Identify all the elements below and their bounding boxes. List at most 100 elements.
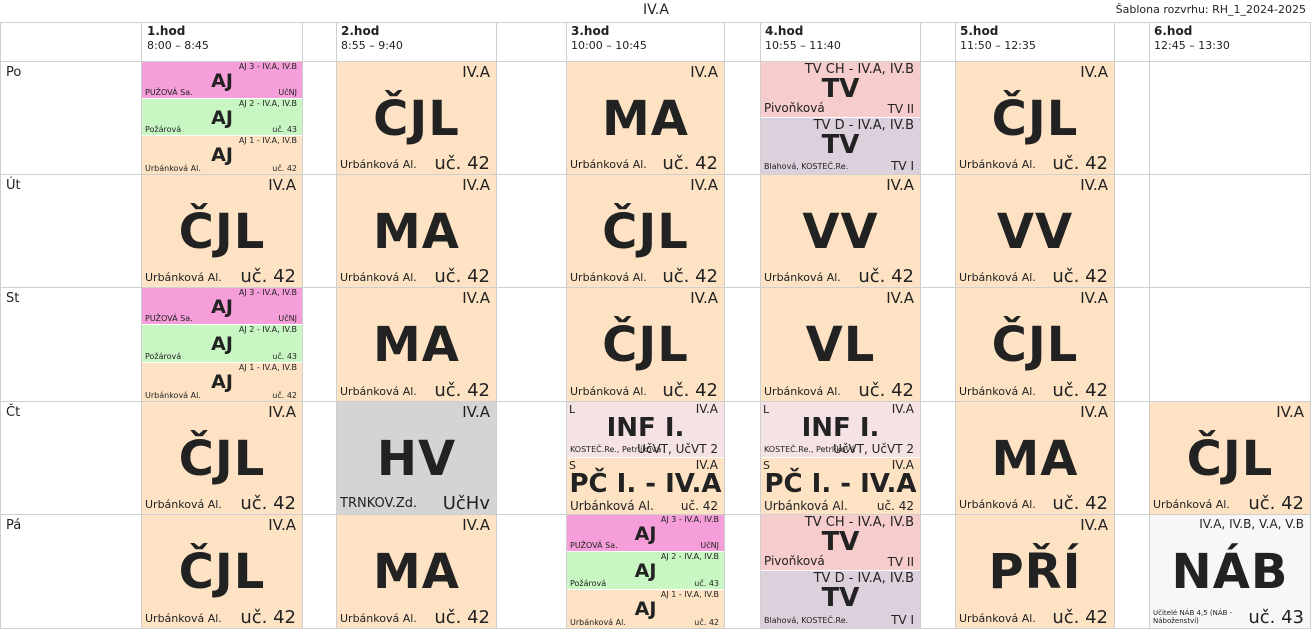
lesson-subject: PČ I. - IV.A	[569, 469, 722, 499]
group-lesson[interactable]: AJ 3 - IV.A, IV.B AJ PUŽOVÁ Sa. UčNJ	[567, 515, 724, 552]
lesson-subject: AJ	[634, 523, 657, 545]
lesson-group: AJ 3 - IV.A, IV.B	[660, 515, 719, 524]
lesson-class: IV.A	[695, 402, 718, 416]
lesson[interactable]: IV.A ČJL Urbánková Al. uč. 42	[142, 402, 302, 514]
grid-line	[760, 22, 761, 629]
lesson-teacher: Pivoňková	[764, 554, 825, 568]
lesson-cell[interactable]: IV.A MA Urbánková Al. uč. 42	[337, 288, 496, 401]
lesson-cell[interactable]: TV CH - IV.A, IV.B TV Pivoňková TV II TV…	[761, 515, 920, 628]
lesson-cell[interactable]: IV.A MA Urbánková Al. uč. 42	[337, 515, 496, 628]
lesson-cell[interactable]: L IV.A INF I. KOSTEČ.Re., Petrlíková UčV…	[761, 402, 920, 514]
lesson-cell[interactable]: IV.A HV TRNKOV.Zd. UčHv	[337, 402, 496, 514]
group-lesson[interactable]: AJ 3 - IV.A, IV.B AJ PUŽOVÁ Sa. UčNJ	[142, 288, 302, 325]
lesson[interactable]: IV.A MA Urbánková Al. uč. 42	[337, 175, 496, 287]
group-lesson[interactable]: AJ 1 - IV.A, IV.B AJ Urbánková Al. uč. 4…	[567, 590, 724, 628]
group-lesson[interactable]: AJ 1 - IV.A, IV.B AJ Urbánková Al. uč. 4…	[142, 136, 302, 174]
group-lesson[interactable]: TV D - IV.A, IV.B TV Blahová, KOSTEČ.Re.…	[761, 118, 920, 174]
lesson-teacher: Požárová	[145, 125, 182, 134]
lesson-cell[interactable]: L IV.A INF I. KOSTEČ.Re., Petrlíková UčV…	[567, 402, 724, 514]
group-lesson[interactable]: TV D - IV.A, IV.B TV Blahová, KOSTEČ.Re.…	[761, 571, 920, 628]
lesson[interactable]: IV.A ČJL Urbánková Al. uč. 42	[956, 62, 1114, 174]
lesson[interactable]: IV.A ČJL Urbánková Al. uč. 42	[142, 515, 302, 628]
lesson-cell[interactable]: IV.A MA Urbánková Al. uč. 42	[337, 175, 496, 287]
lesson-cell[interactable]: IV.A ČJL Urbánková Al. uč. 42	[142, 515, 302, 628]
lesson-teacher: Urbánková Al.	[145, 391, 201, 400]
lesson[interactable]: IV.A VV Urbánková Al. uč. 42	[761, 175, 920, 287]
lesson-group: AJ 1 - IV.A, IV.B	[238, 363, 297, 372]
group-lesson[interactable]: AJ 2 - IV.A, IV.B AJ Požárová uč. 43	[142, 99, 302, 136]
lesson-cell[interactable]: IV.A ČJL Urbánková Al. uč. 42	[567, 175, 724, 287]
lesson-cell[interactable]: AJ 3 - IV.A, IV.B AJ PUŽOVÁ Sa. UčNJ AJ …	[567, 515, 724, 628]
group-lesson[interactable]: AJ 3 - IV.A, IV.B AJ PUŽOVÁ Sa. UčNJ	[142, 62, 302, 99]
period-time: 8:55 – 9:40	[341, 39, 403, 52]
lesson-cell[interactable]: IV.A ČJL Urbánková Al. uč. 42	[142, 175, 302, 287]
lesson-class: IV.A	[886, 176, 914, 194]
grid-line	[1114, 22, 1115, 629]
lesson-cell[interactable]: IV.A ČJL Urbánková Al. uč. 42	[1150, 402, 1310, 514]
alternating-lesson[interactable]: L IV.A INF I. KOSTEČ.Re., Petrlíková UčV…	[761, 402, 920, 458]
lesson-cell[interactable]: IV.A, IV.B, V.A, V.B NÁB Učitelé NÁB 4,5…	[1150, 515, 1310, 628]
lesson-teacher: Urbánková Al.	[340, 158, 417, 171]
lesson-cell[interactable]: IV.A MA Urbánková Al. uč. 42	[956, 402, 1114, 514]
lesson-cell[interactable]: AJ 3 - IV.A, IV.B AJ PUŽOVÁ Sa. UčNJ AJ …	[142, 288, 302, 401]
lesson-teacher: KOSTEČ.Re., Petrlíková	[764, 445, 856, 454]
lesson[interactable]: IV.A ČJL Urbánková Al. uč. 42	[1150, 402, 1310, 514]
group-lesson[interactable]: AJ 2 - IV.A, IV.B AJ Požárová uč. 43	[567, 552, 724, 590]
lesson-cell[interactable]: IV.A PŘÍ Urbánková Al. uč. 42	[956, 515, 1114, 628]
lesson-cell[interactable]: IV.A VL Urbánková Al. uč. 42	[761, 288, 920, 401]
lesson[interactable]: IV.A ČJL Urbánková Al. uč. 42	[567, 288, 724, 401]
lesson-room: uč. 42	[434, 266, 490, 287]
lesson-group: AJ 2 - IV.A, IV.B	[238, 99, 297, 108]
lesson[interactable]: IV.A ČJL Urbánková Al. uč. 42	[956, 288, 1114, 401]
lesson-cell[interactable]: IV.A ČJL Urbánková Al. uč. 42	[142, 402, 302, 514]
lesson-class: IV.A	[1080, 176, 1108, 194]
lesson-subject: TV	[821, 527, 860, 557]
alternating-lesson[interactable]: S IV.A PČ I. - IV.A Urbánková Al. uč. 42	[567, 458, 724, 514]
alternating-lesson[interactable]: S IV.A PČ I. - IV.A Urbánková Al. uč. 42	[761, 458, 920, 514]
day-label: Čt	[6, 405, 21, 420]
lesson[interactable]: IV.A MA Urbánková Al. uč. 42	[567, 62, 724, 174]
period-time: 10:55 – 11:40	[765, 39, 841, 52]
lesson[interactable]: IV.A PŘÍ Urbánková Al. uč. 42	[956, 515, 1114, 628]
lesson-cell[interactable]: IV.A MA Urbánková Al. uč. 42	[567, 62, 724, 174]
lesson-cell[interactable]: IV.A ČJL Urbánková Al. uč. 42	[956, 62, 1114, 174]
lesson-teacher: Urbánková Al.	[764, 499, 848, 513]
lesson[interactable]: IV.A MA Urbánková Al. uč. 42	[337, 515, 496, 628]
lesson[interactable]: IV.A, IV.B, V.A, V.B NÁB Učitelé NÁB 4,5…	[1150, 515, 1310, 628]
lesson-cell[interactable]: IV.A ČJL Urbánková Al. uč. 42	[337, 62, 496, 174]
lesson-subject: ČJL	[178, 544, 266, 600]
alternating-lesson[interactable]: L IV.A INF I. KOSTEČ.Re., Petrlíková UčV…	[567, 402, 724, 458]
lesson-teacher: TRNKOV.Zd.	[340, 496, 418, 511]
lesson[interactable]: IV.A ČJL Urbánková Al. uč. 42	[142, 175, 302, 287]
lesson-class: IV.A, IV.B, V.A, V.B	[1199, 517, 1304, 531]
lesson-cell[interactable]: TV CH - IV.A, IV.B TV Pivoňková TV II TV…	[761, 62, 920, 174]
lesson-class: IV.A	[268, 403, 296, 421]
lesson-group: AJ 2 - IV.A, IV.B	[238, 325, 297, 334]
period-header: 1.hod 8:00 – 8:45	[142, 24, 209, 60]
lesson-cell[interactable]: AJ 3 - IV.A, IV.B AJ PUŽOVÁ Sa. UčNJ AJ …	[142, 62, 302, 174]
lesson[interactable]: IV.A ČJL Urbánková Al. uč. 42	[337, 62, 496, 174]
lesson-cell[interactable]: IV.A ČJL Urbánková Al. uč. 42	[567, 288, 724, 401]
group-lesson[interactable]: AJ 2 - IV.A, IV.B AJ Požárová uč. 43	[142, 325, 302, 363]
group-lesson[interactable]: TV CH - IV.A, IV.B TV Pivoňková TV II	[761, 515, 920, 571]
period-time: 12:45 – 13:30	[1154, 39, 1230, 52]
lesson-subject: TV	[821, 583, 860, 613]
group-lesson[interactable]: TV CH - IV.A, IV.B TV Pivoňková TV II	[761, 62, 920, 118]
lesson[interactable]: IV.A VV Urbánková Al. uč. 42	[956, 175, 1114, 287]
lesson[interactable]: IV.A ČJL Urbánková Al. uč. 42	[567, 175, 724, 287]
lesson[interactable]: IV.A MA Urbánková Al. uč. 42	[956, 402, 1114, 514]
lesson-room: UčNJ	[278, 88, 297, 97]
lesson-cell[interactable]: IV.A VV Urbánková Al. uč. 42	[956, 175, 1114, 287]
day-label: St	[6, 291, 20, 306]
lesson[interactable]: IV.A VL Urbánková Al. uč. 42	[761, 288, 920, 401]
lesson-subject: TV	[821, 74, 860, 104]
lesson-subject: PČ I. - IV.A	[764, 469, 917, 499]
lesson-cell[interactable]: IV.A ČJL Urbánková Al. uč. 42	[956, 288, 1114, 401]
lesson-teacher: Urbánková Al.	[340, 385, 417, 398]
lesson-room: uč. 42	[662, 153, 718, 174]
lesson-class: IV.A	[886, 289, 914, 307]
lesson[interactable]: IV.A MA Urbánková Al. uč. 42	[337, 288, 496, 401]
group-lesson[interactable]: AJ 1 - IV.A, IV.B AJ Urbánková Al. uč. 4…	[142, 363, 302, 401]
lesson-cell[interactable]: IV.A VV Urbánková Al. uč. 42	[761, 175, 920, 287]
lesson[interactable]: IV.A HV TRNKOV.Zd. UčHv	[337, 402, 496, 514]
